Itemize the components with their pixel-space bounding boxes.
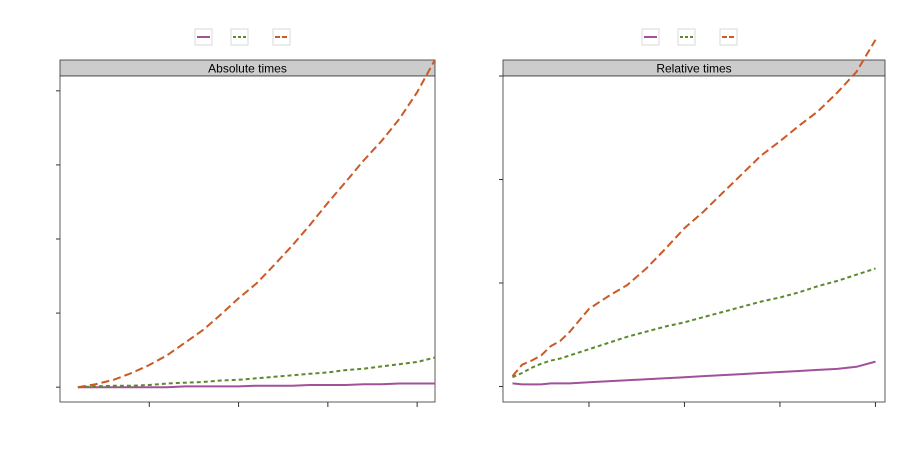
plot-area [502, 75, 886, 403]
plot-area [59, 75, 436, 403]
chart-panel-1: Absolute times [56, 28, 436, 407]
legend-key [272, 28, 291, 46]
series-line-1 [77, 382, 435, 389]
panel-title: Relative times [656, 62, 731, 76]
series-line-2 [512, 267, 876, 379]
legend-key [194, 28, 213, 46]
series-line-2 [77, 356, 436, 389]
series-line-3 [511, 39, 877, 377]
legend-key [677, 28, 696, 46]
legend-key-box [272, 28, 291, 46]
legend-key [230, 28, 249, 46]
series-line-1 [512, 360, 876, 386]
legend [194, 28, 291, 46]
legend-key-box [719, 28, 738, 46]
legend-key [641, 28, 660, 46]
chart-panel-2: Relative times [499, 28, 886, 407]
legend [641, 28, 738, 46]
legend-key [719, 28, 738, 46]
panel-title: Absolute times [208, 62, 287, 76]
series-line-3 [77, 59, 436, 389]
